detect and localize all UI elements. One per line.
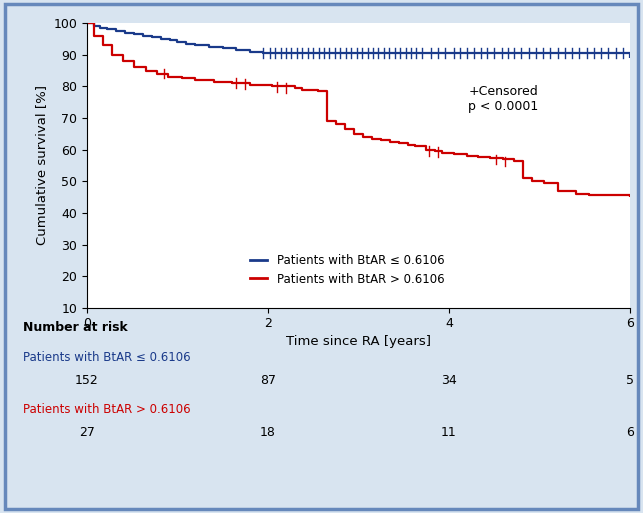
Text: Patients with BtAR ≤ 0.6106: Patients with BtAR ≤ 0.6106 (23, 351, 190, 364)
Y-axis label: Cumulative survival [%]: Cumulative survival [%] (35, 86, 48, 245)
Text: 87: 87 (260, 374, 276, 387)
Text: 5: 5 (626, 374, 634, 387)
Text: 27: 27 (79, 426, 95, 439)
Text: +Censored
p < 0.0001: +Censored p < 0.0001 (468, 85, 538, 113)
Text: Patients with BtAR > 0.6106: Patients with BtAR > 0.6106 (23, 403, 190, 416)
Text: Number at risk: Number at risk (23, 321, 127, 333)
Text: 6: 6 (626, 426, 634, 439)
Text: 18: 18 (260, 426, 276, 439)
Legend: Patients with BtAR ≤ 0.6106, Patients with BtAR > 0.6106: Patients with BtAR ≤ 0.6106, Patients wi… (245, 249, 449, 290)
Text: 34: 34 (441, 374, 457, 387)
Text: 11: 11 (441, 426, 457, 439)
Text: 152: 152 (75, 374, 98, 387)
X-axis label: Time since RA [years]: Time since RA [years] (286, 336, 431, 348)
